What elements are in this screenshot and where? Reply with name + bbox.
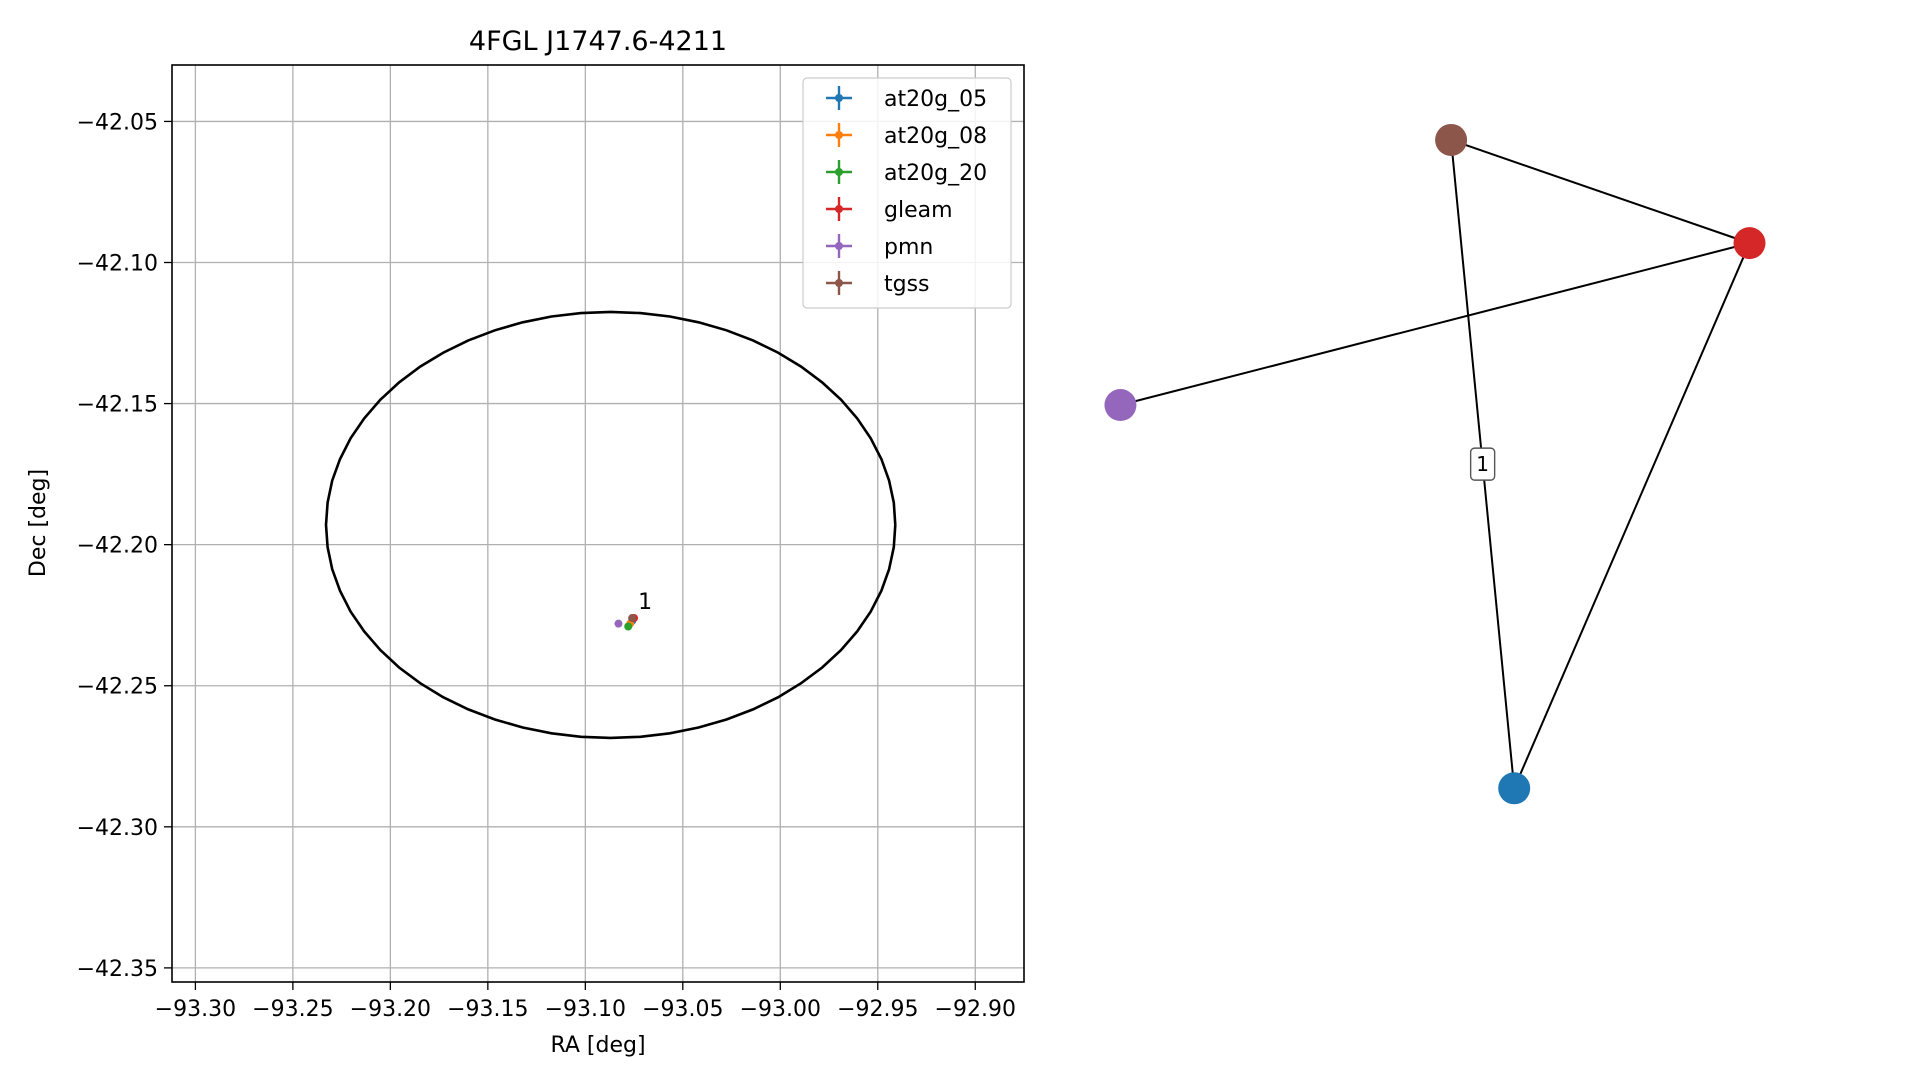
y-tick-label: −42.10 [77,252,158,277]
uncertainty-ellipse [324,310,897,740]
legend-label: gleam [884,198,953,223]
network-node-pmn [1104,389,1137,422]
data-point-pmn [614,619,623,628]
legend-box [802,77,1012,309]
legend-marker-dot [835,242,843,250]
data-point-tgss [628,614,637,623]
y-tick-label: −42.15 [77,393,158,418]
y-tick-label: −42.05 [77,110,158,135]
x-tick-label: −92.95 [837,997,918,1022]
annotations: 1 [638,590,652,615]
network-nodes [1104,123,1766,805]
data-point-at20g_20 [624,622,633,631]
legend-marker-dot [835,168,843,176]
legend-entry-tgss: tgss [826,271,930,297]
scatter-panel: −93.30 −93.25 −93.20 −93.15 −93.10 −93.05 −93.… [26,26,1025,1058]
edge-label-box [1469,447,1496,481]
x-tick-label: −93.00 [740,997,821,1022]
y-axis: −42.05 −42.10 −42.15 −42.20 −42.25 −42.30 −42.… [77,110,172,982]
legend-label: at20g_20 [884,161,987,186]
legend-entry-pmn: pmn [826,234,933,260]
ellipse-layer [324,310,897,740]
network-edge-labels: 1 [1469,447,1496,481]
y-tick-label: −42.35 [77,957,158,982]
network-node-at20g_05 [1498,772,1531,805]
edge-label: 1 [1476,452,1489,476]
legend-label: tgss [884,272,930,297]
point-annotation: 1 [638,590,652,615]
x-tick-label: −93.15 [447,997,528,1022]
x-tick-label: −92.90 [935,997,1016,1022]
x-tick-label: −93.25 [252,997,333,1022]
x-axis-label: RA [deg] [550,1033,645,1058]
x-tick-label: −93.20 [350,997,431,1022]
network-edge-gleam-at20g_05 [1513,242,1751,789]
network-edge-pmn-gleam [1120,242,1750,406]
network-panel: 1 [1104,123,1766,805]
legend-entry-at20g_05: at20g_05 [826,86,987,112]
legend-entry-at20g_20: at20g_20 [826,160,987,186]
y-tick-label: −42.25 [77,675,158,700]
network-node-tgss [1435,123,1468,156]
y-tick-label: −42.30 [77,816,158,841]
legend-marker-dot [835,279,843,287]
x-axis: −93.30 −93.25 −93.20 −93.15 −93.10 −93.05 −93.… [155,982,1016,1022]
legend-marker-dot [835,205,843,213]
chart-title: 4FGL J1747.6-4211 [469,26,727,57]
y-axis-label: Dec [deg] [26,469,51,577]
network-node-gleam [1733,227,1766,260]
y-tick-label: −42.20 [77,534,158,559]
legend-entry-at20g_08: at20g_08 [826,123,987,149]
points-layer [614,614,639,631]
x-tick-label: −93.30 [155,997,236,1022]
legend-marker-dot [835,94,843,102]
network-edge-tgss-gleam [1450,139,1750,245]
legend-label: at20g_05 [884,87,987,112]
legend-marker-dot [835,131,843,139]
legend-entry-gleam: gleam [826,197,953,223]
plot-frame [171,64,1025,983]
x-tick-label: −93.05 [642,997,723,1022]
x-tick-label: −93.10 [545,997,626,1022]
legend-label: pmn [884,235,933,260]
legend-label: at20g_08 [884,124,987,149]
